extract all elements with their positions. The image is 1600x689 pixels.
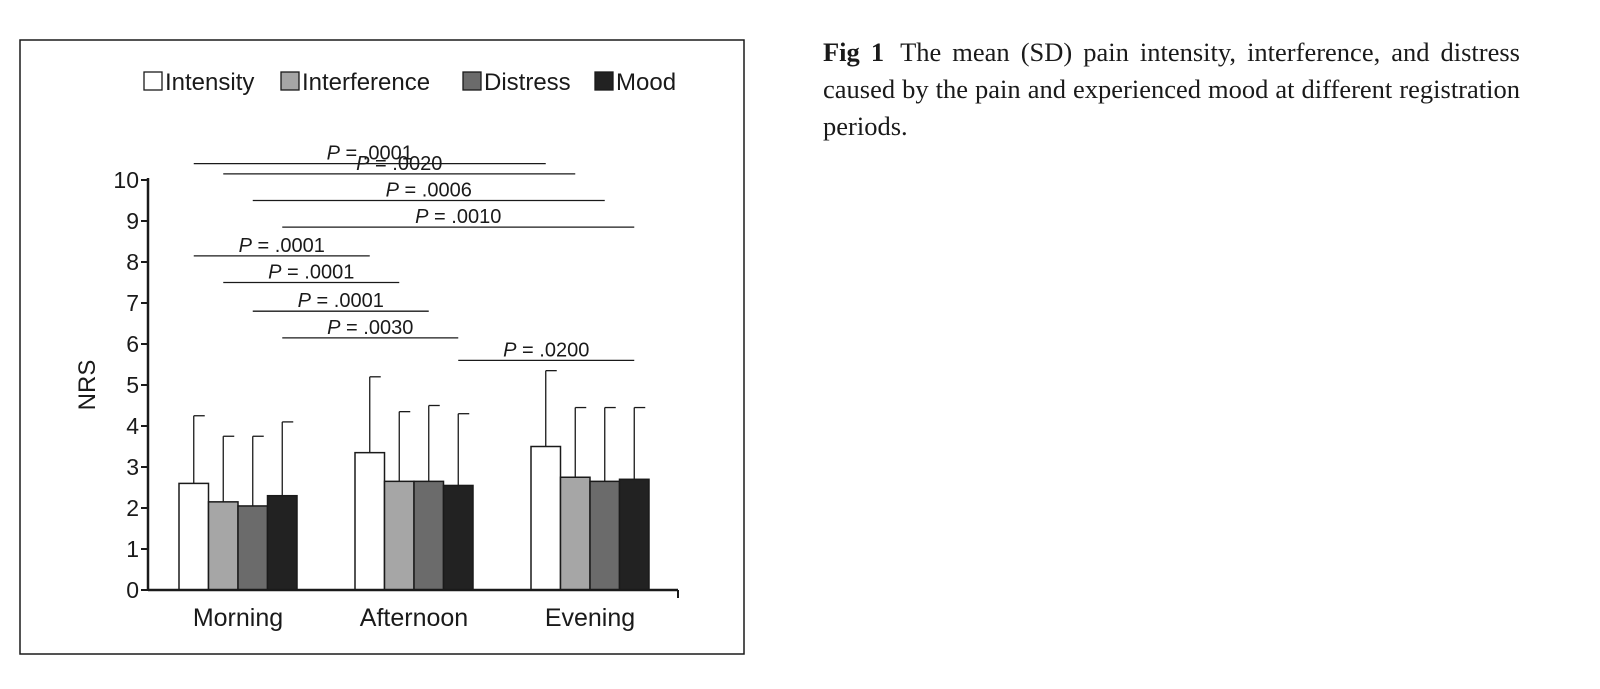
- annotation-p-value: = .0006: [399, 180, 472, 202]
- y-tick-label: 6: [126, 331, 139, 357]
- bar: [237, 505, 269, 591]
- annotation-label: P = .0006: [386, 180, 472, 202]
- annotation-p-value: = .0001: [340, 143, 413, 165]
- y-tick-label: 9: [126, 208, 139, 234]
- annotation-label: P = .0001: [298, 290, 384, 312]
- annotation-p-value: = .0001: [252, 235, 325, 257]
- annotation-p-symbol: P: [386, 180, 400, 202]
- annotation-p-symbol: P: [327, 143, 341, 165]
- y-axis-label: NRS: [74, 360, 101, 411]
- annotation-p-value: = .0001: [311, 290, 384, 312]
- y-tick-label: 10: [113, 167, 139, 193]
- bar: [266, 494, 298, 591]
- bar: [413, 480, 445, 591]
- annotation-label: P = .0010: [415, 206, 501, 228]
- annotation-p-symbol: P: [415, 206, 429, 228]
- annotation-label: P = .0200: [503, 339, 589, 361]
- bar: [354, 451, 386, 591]
- x-tick-label: Morning: [193, 604, 283, 632]
- legend-label: Interference: [302, 69, 430, 96]
- chart: Intensity Interference Distress Mood P = .0…: [19, 39, 745, 655]
- legend: Intensity Interference Distress Mood: [143, 69, 676, 96]
- annotation-p-value: = .0001: [282, 262, 355, 284]
- annotation-label: P = .0020: [356, 153, 442, 175]
- annotation-p-value: = .0200: [517, 339, 590, 361]
- y-tick-label: 2: [126, 495, 139, 521]
- annotation-p-value: = .0010: [429, 206, 502, 228]
- annotation-p-value: = .0020: [370, 153, 443, 175]
- bar: [589, 480, 621, 591]
- annotation-p-symbol: P: [268, 262, 282, 284]
- bar: [530, 445, 562, 591]
- annotation-p-symbol: P: [356, 153, 370, 175]
- bar: [442, 484, 474, 591]
- x-tick-label: Evening: [545, 604, 635, 632]
- annotation-label: P = .0001: [327, 143, 413, 165]
- bar: [207, 501, 239, 591]
- bar: [618, 478, 650, 591]
- y-tick-label: 5: [126, 372, 139, 398]
- bar: [559, 476, 591, 591]
- x-tick-label: Afternoon: [360, 604, 468, 632]
- y-tick-label: 8: [126, 249, 139, 275]
- annotation-p-value: = .0030: [341, 317, 414, 339]
- legend-label: Mood: [616, 69, 676, 96]
- annotation-p-symbol: P: [503, 339, 517, 361]
- annotation-label: P = .0030: [327, 317, 413, 339]
- annotation-p-symbol: P: [239, 235, 253, 257]
- annotation-p-symbol: P: [298, 290, 312, 312]
- y-tick-label: 3: [126, 454, 139, 480]
- y-tick-label: 1: [126, 536, 139, 562]
- y-tick-label: 0: [126, 577, 139, 603]
- annotation-p-symbol: P: [327, 317, 341, 339]
- legend-swatch: [280, 71, 300, 91]
- axes: 0 1 2 3 4 5 6 7 8 9 10 Morning Afternoon Evening: [113, 167, 679, 632]
- bars: [178, 369, 650, 591]
- figure-caption-text: The mean (SD) pain intensity, interferen…: [823, 37, 1520, 141]
- bar: [178, 482, 210, 591]
- figure-caption: Fig 1 The mean (SD) pain intensity, inter…: [823, 34, 1520, 145]
- legend-swatch: [143, 71, 163, 91]
- y-tick-label: 7: [126, 290, 139, 316]
- annotation-label: P = .0001: [268, 262, 354, 284]
- figure-caption-label: Fig 1: [823, 37, 885, 67]
- y-tick-label: 4: [126, 413, 139, 439]
- legend-swatch: [462, 71, 482, 91]
- bar: [383, 480, 415, 591]
- legend-swatch: [594, 71, 614, 91]
- annotation-label: P = .0001: [239, 235, 325, 257]
- legend-label: Intensity: [165, 69, 254, 96]
- legend-label: Distress: [484, 69, 571, 96]
